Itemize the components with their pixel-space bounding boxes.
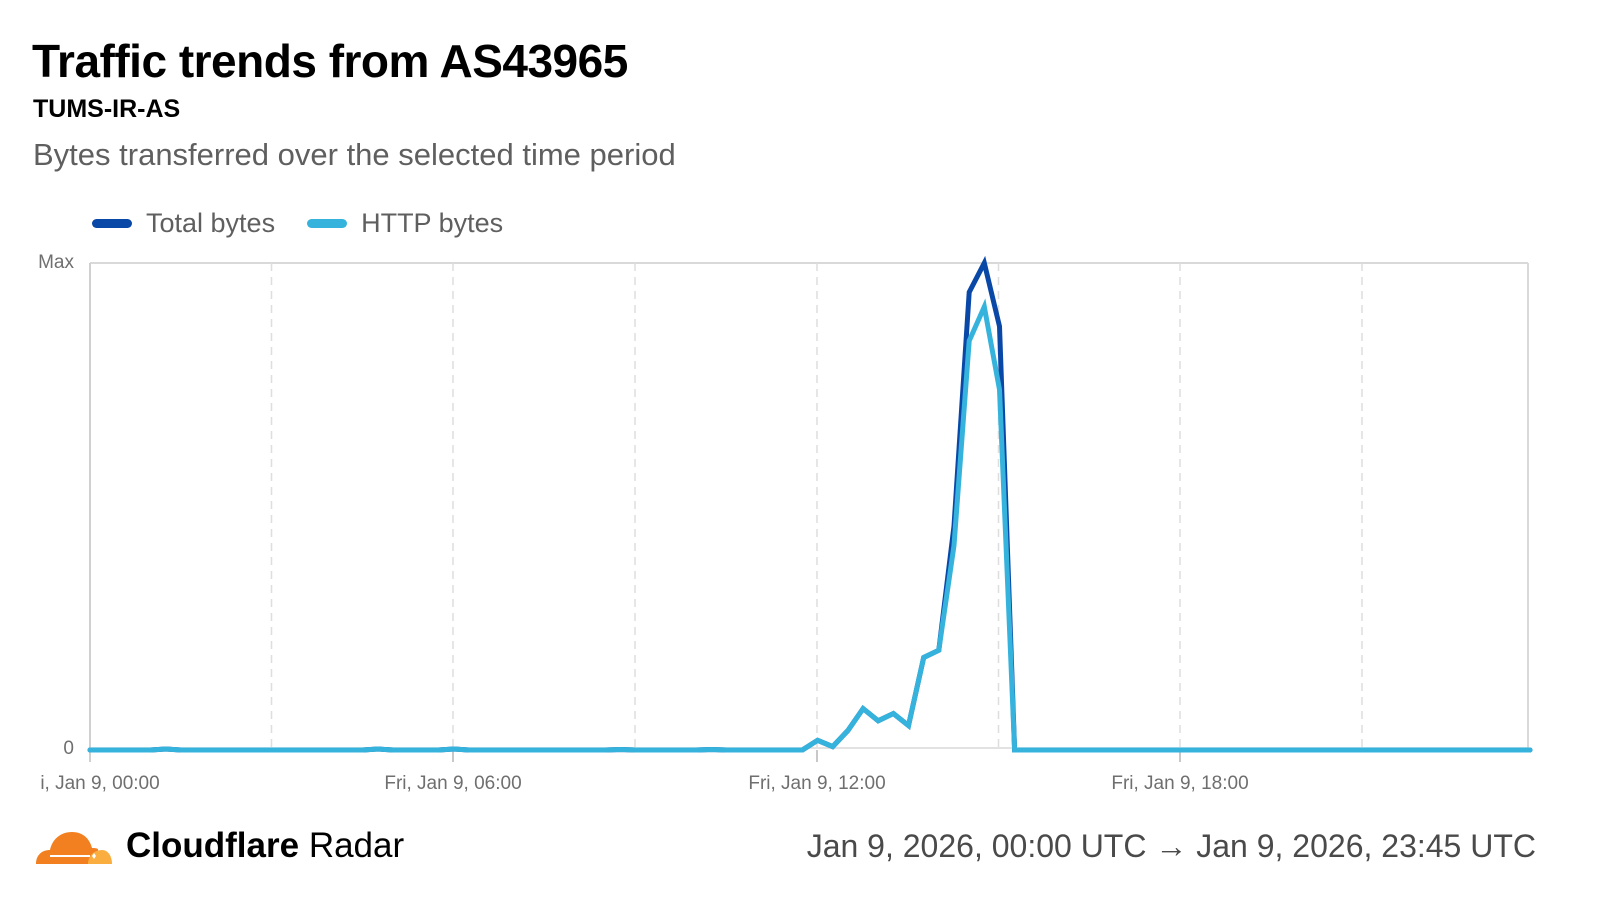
chart-legend: Total bytes HTTP bytes: [92, 208, 535, 239]
brand-radar: Radar: [308, 826, 405, 865]
time-range: Jan 9, 2026, 00:00 UTC → Jan 9, 2026, 23…: [806, 828, 1536, 864]
series-http-bytes[interactable]: [87, 298, 1533, 753]
legend-swatch-http: [307, 219, 348, 228]
cloudflare-radar-logo[interactable]: Cloudflare Radar: [32, 826, 404, 866]
legend-item-total-bytes[interactable]: Total bytes: [92, 208, 275, 239]
x-tick-06: Fri, Jan 9, 06:00: [384, 773, 521, 794]
asn-name: TUMS-IR-AS: [33, 95, 181, 123]
cloudflare-cloud-icon: [36, 832, 112, 864]
brand-cloudflare: Cloudflare: [126, 826, 300, 865]
grid-lines: [89, 262, 1529, 762]
page-title: Traffic trends from AS43965: [32, 35, 628, 87]
x-tick-00: i, Jan 9, 00:00: [40, 773, 159, 794]
chart-description: Bytes transferred over the selected time…: [33, 137, 676, 172]
legend-label-http: HTTP bytes: [361, 208, 504, 238]
y-tick-max: Max: [38, 252, 74, 273]
legend-swatch-total: [92, 219, 132, 228]
legend-label-total: Total bytes: [146, 208, 276, 238]
y-tick-zero: 0: [63, 738, 74, 759]
x-tick-18: Fri, Jan 9, 18:00: [1111, 773, 1248, 794]
legend-item-http-bytes[interactable]: HTTP bytes: [307, 208, 503, 239]
series-total-bytes[interactable]: [87, 255, 1533, 753]
x-tick-12: Fri, Jan 9, 12:00: [748, 773, 885, 794]
